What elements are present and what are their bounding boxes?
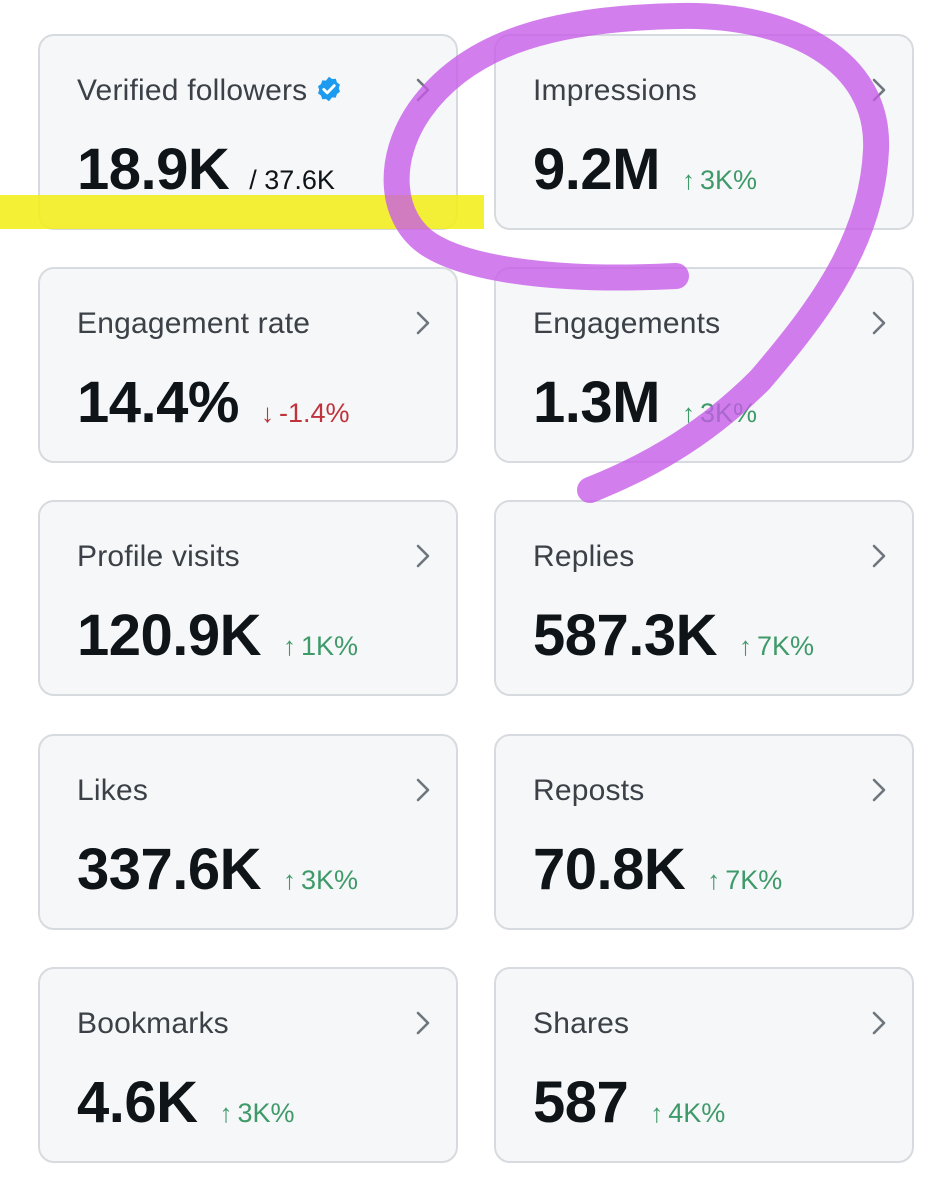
arrow-up-icon: ↑ [283,865,297,895]
metric-value: 70.8K [533,837,686,902]
metric-value: 18.9K [77,137,230,202]
metric-value: 337.6K [77,837,262,902]
chevron-right-icon [872,78,886,102]
metric-delta: ↑ 3K% [283,865,359,895]
metric-delta: ↑ 3K% [681,165,757,195]
chevron-right-icon [416,78,430,102]
metric-card-impressions[interactable]: Impressions 9.2M ↑ 3K% [494,34,914,230]
metric-label: Engagement rate [77,307,311,340]
metric-value: 587 [533,1070,629,1135]
metric-label: Replies [533,540,635,573]
metric-label: Profile visits [77,540,240,573]
arrow-down-icon: ↓ [260,398,274,428]
metric-value: 9.2M [533,137,660,202]
metric-card-replies[interactable]: Replies 587.3K ↑ 7K% [494,500,914,696]
chevron-right-icon [872,778,886,802]
metric-card-engagements[interactable]: Engagements 1.3M ↑ 3K% [494,267,914,463]
metric-value: 120.9K [77,603,262,668]
metric-label: Likes [77,774,149,807]
metric-value: 1.3M [533,370,660,435]
metric-value: 587.3K [533,603,718,668]
metric-label: Impressions [533,74,697,107]
metric-delta: ↑ 3K% [219,1098,295,1128]
chevron-right-icon [872,1011,886,1035]
metric-total: / 37.6K [249,165,335,195]
metric-delta: ↑ 3K% [681,398,757,428]
verified-badge-icon [318,76,341,102]
metric-delta: ↑ 1K% [283,631,359,661]
arrow-up-icon: ↑ [707,865,721,895]
metric-label: Shares [533,1007,630,1040]
arrow-up-icon: ↑ [681,398,695,428]
chevron-right-icon [416,544,430,568]
chevron-right-icon [416,1011,430,1035]
metric-delta: ↑ 7K% [739,631,815,661]
chevron-right-icon [416,778,430,802]
metric-value: 4.6K [77,1070,198,1135]
chevron-right-icon [416,311,430,335]
metric-card-reposts[interactable]: Reposts 70.8K ↑ 7K% [494,734,914,930]
metric-card-likes[interactable]: Likes 337.6K ↑ 3K% [38,734,458,930]
metric-delta: ↑ 4K% [650,1098,726,1128]
metric-card-shares[interactable]: Shares 587 ↑ 4K% [494,967,914,1163]
metric-delta: ↑ 7K% [707,865,783,895]
arrow-up-icon: ↑ [739,631,753,661]
arrow-up-icon: ↑ [219,1098,233,1128]
metric-label: Engagements [533,307,721,340]
metric-label: Bookmarks [77,1007,229,1040]
metric-card-profile-visits[interactable]: Profile visits 120.9K ↑ 1K% [38,500,458,696]
metric-label: Verified followers [77,74,343,108]
arrow-up-icon: ↑ [283,631,297,661]
chevron-right-icon [872,311,886,335]
metric-delta: ↓ -1.4% [260,398,350,428]
metric-card-engagement-rate[interactable]: Engagement rate 14.4% ↓ -1.4% [38,267,458,463]
metric-label: Reposts [533,774,645,807]
metric-card-bookmarks[interactable]: Bookmarks 4.6K ↑ 3K% [38,967,458,1163]
metric-value: 14.4% [77,370,239,435]
metric-card-verified-followers[interactable]: Verified followers 18.9K / 37.6K [38,34,458,230]
chevron-right-icon [872,544,886,568]
arrow-up-icon: ↑ [650,1098,664,1128]
arrow-up-icon: ↑ [681,165,695,195]
